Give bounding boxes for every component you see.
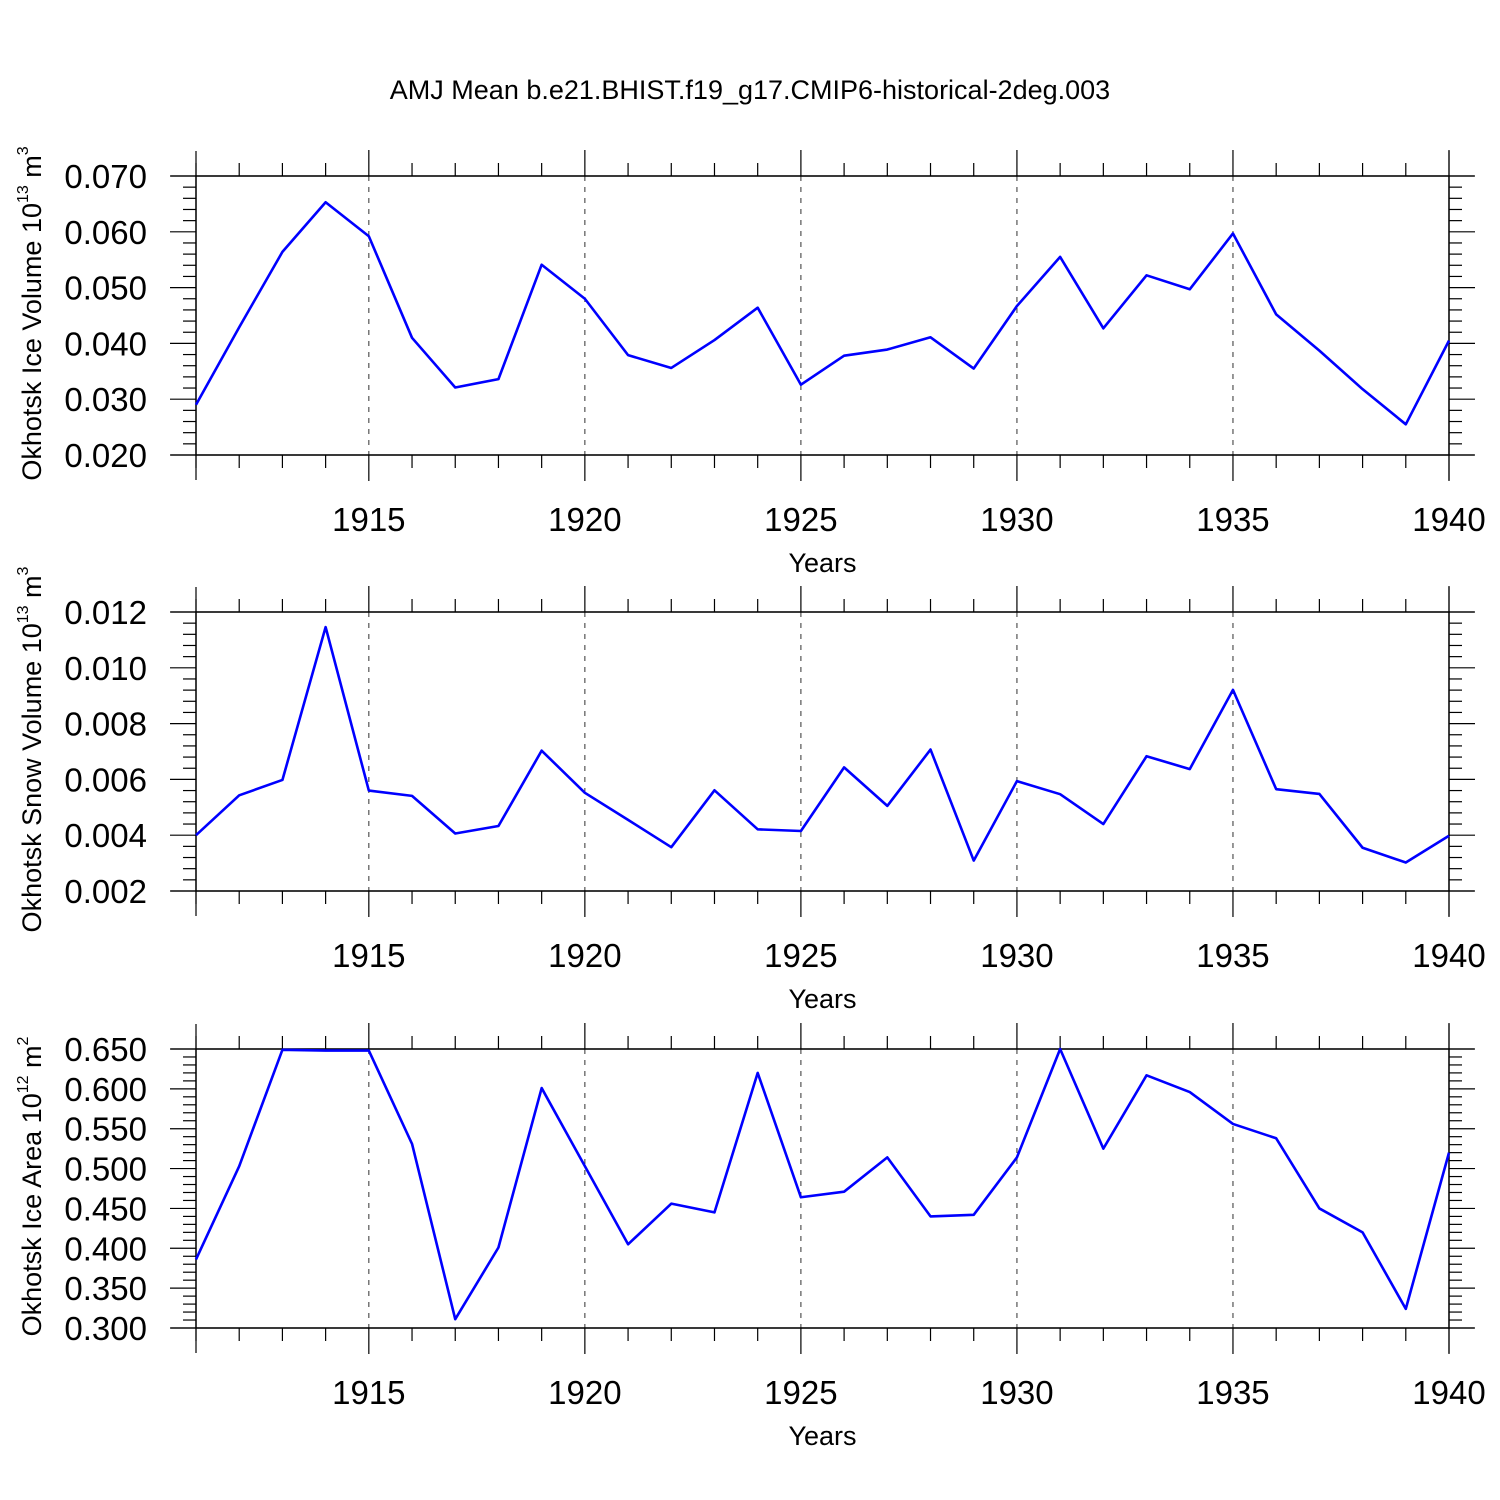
x-axis-label: Years <box>788 548 856 578</box>
x-tick-label: 1915 <box>332 937 405 974</box>
y-axis-label-exponent: 12 <box>15 1075 32 1093</box>
y-tick-label: 0.008 <box>64 706 147 743</box>
y-axis-label: Okhotsk Ice Volume 1013 m3 <box>15 146 47 480</box>
y-axis-label: Okhotsk Ice Area 1012 m2 <box>15 1036 47 1336</box>
y-tick-label: 0.002 <box>64 873 147 910</box>
y-tick-label: 0.400 <box>64 1230 147 1267</box>
series-line <box>194 1047 1451 1321</box>
y-tick-label: 0.004 <box>64 817 147 854</box>
y-axis-label-unit-exponent: 2 <box>15 1036 32 1045</box>
y-tick-label: 0.350 <box>64 1270 147 1307</box>
figure-title: AMJ Mean b.e21.BHIST.f19_g17.CMIP6-histo… <box>390 75 1110 105</box>
y-tick-label: 0.650 <box>64 1031 147 1068</box>
y-tick-label: 0.600 <box>64 1071 147 1108</box>
x-axis-label: Years <box>788 984 856 1014</box>
x-tick-label: 1930 <box>980 1374 1053 1411</box>
y-tick-label: 0.450 <box>64 1190 147 1227</box>
series-line <box>194 200 1451 426</box>
plot-frame <box>195 1048 1450 1329</box>
y-tick-label: 0.300 <box>64 1310 147 1347</box>
y-axis-label-exponent: 13 <box>15 185 32 203</box>
x-tick-label: 1915 <box>332 501 405 538</box>
y-tick-label: 0.040 <box>64 325 147 362</box>
x-tick-label: 1925 <box>764 937 837 974</box>
chart-panel-1: 0.020 0.030 0.040 0.050 0.060 0.070 1915 1920 19… <box>15 146 1486 578</box>
y-tick-label: 0.050 <box>64 270 147 307</box>
x-tick-label: 1930 <box>980 937 1053 974</box>
plot-frame <box>195 175 1450 456</box>
y-tick-label: 0.060 <box>64 214 147 251</box>
x-tick-label: 1920 <box>548 501 621 538</box>
y-tick-label: 0.012 <box>64 594 147 631</box>
y-tick-label: 0.010 <box>64 650 147 687</box>
x-tick-label: 1925 <box>764 1374 837 1411</box>
y-tick-label: 0.550 <box>64 1111 147 1148</box>
panels: 0.020 0.030 0.040 0.050 0.060 0.070 1915 1920 19… <box>15 146 1486 1451</box>
x-tick-label: 1920 <box>548 937 621 974</box>
y-axis-label-text: Okhotsk Ice Volume 10 <box>17 203 47 481</box>
series-line <box>195 625 1450 864</box>
y-axis-label: Okhotsk Snow Volume 1013 m3 <box>15 566 47 932</box>
x-tick-label: 1935 <box>1196 501 1269 538</box>
x-tick-label: 1935 <box>1196 937 1269 974</box>
y-tick-label: 0.006 <box>64 761 147 798</box>
y-tick-label: 0.020 <box>64 437 147 474</box>
x-axis-label: Years <box>788 1421 856 1451</box>
y-tick-label: 0.030 <box>64 381 147 418</box>
y-tick-label: 0.070 <box>64 158 147 195</box>
x-tick-label: 1930 <box>980 501 1053 538</box>
chart-panel-2: 0.002 0.004 0.006 0.008 0.010 0.012 1915 1920 19… <box>15 566 1486 1014</box>
y-axis-label-unit: m <box>17 575 47 605</box>
x-tick-label: 1940 <box>1412 937 1485 974</box>
y-axis-label-text: Okhotsk Snow Volume 10 <box>17 623 47 932</box>
x-tick-label: 1940 <box>1412 501 1485 538</box>
y-axis-label-unit-exponent: 3 <box>15 146 32 155</box>
x-tick-label: 1915 <box>332 1374 405 1411</box>
x-tick-label: 1925 <box>764 501 837 538</box>
y-axis-label-unit-exponent: 3 <box>15 566 32 575</box>
chart-panel-3: 0.3000.3500.4000.4500.5000.5500.6000.650… <box>15 1023 1486 1451</box>
y-axis-label-unit: m <box>17 155 47 185</box>
x-tick-label: 1920 <box>548 1374 621 1411</box>
y-axis-label-unit: m <box>17 1045 47 1075</box>
x-tick-label: 1940 <box>1412 1374 1485 1411</box>
y-tick-label: 0.500 <box>64 1151 147 1188</box>
x-tick-label: 1935 <box>1196 1374 1269 1411</box>
y-axis-label-text: Okhotsk Ice Area 10 <box>17 1093 47 1336</box>
y-axis-label-exponent: 13 <box>15 605 32 623</box>
